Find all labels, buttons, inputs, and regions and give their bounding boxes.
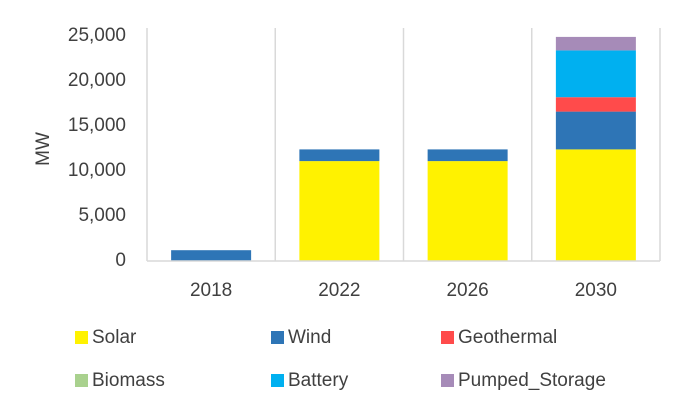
bar-battery-2030	[555, 50, 636, 98]
legend-swatch-pumped_storage	[441, 374, 454, 387]
x-tick-label: 2022	[318, 280, 360, 301]
y-tick-labels: 0 5,000 10,000 15,000 20,000 25,000	[68, 25, 126, 271]
legend-swatch-biomass	[75, 374, 88, 387]
bar-pumped_storage-2030	[555, 36, 636, 51]
y-tick-label: 10,000	[68, 160, 126, 181]
bar-wind-2030	[555, 111, 636, 150]
x-tick-label: 2026	[446, 280, 488, 301]
y-tick-label: 25,000	[68, 25, 126, 46]
x-tick-label: 2030	[575, 280, 617, 301]
y-tick-label: 5,000	[78, 205, 126, 226]
category-separators	[274, 28, 661, 261]
y-axis-title: MW	[33, 132, 54, 166]
legend-label-geothermal: Geothermal	[458, 327, 557, 348]
axes	[146, 28, 660, 262]
legend-swatch-battery	[271, 374, 284, 387]
legend-label-pumped_storage: Pumped_Storage	[458, 370, 606, 391]
legend: Solar Wind Geothermal Biomass Battery Pumped_…	[75, 327, 606, 391]
legend-swatch-wind	[271, 331, 284, 344]
bar-solar-2022	[299, 161, 380, 261]
legend-label-battery: Battery	[288, 370, 349, 391]
y-tick-label: 0	[115, 250, 126, 271]
bar-solar-2026	[427, 161, 508, 261]
legend-label-solar: Solar	[92, 327, 137, 348]
bar-wind-2018	[171, 250, 252, 261]
legend-swatch-solar	[75, 331, 88, 344]
bar-wind-2022	[299, 149, 380, 162]
bar-solar-2030	[555, 149, 636, 261]
y-tick-label: 20,000	[68, 70, 126, 91]
legend-label-wind: Wind	[288, 327, 331, 348]
bar-wind-2026	[427, 149, 508, 162]
bar-geothermal-2030	[555, 97, 636, 112]
legend-label-biomass: Biomass	[92, 370, 165, 391]
x-tick-labels: 2018 2022 2026 2030	[190, 280, 617, 301]
legend-swatch-geothermal	[441, 331, 454, 344]
bar-layer	[171, 36, 636, 261]
y-tick-label: 15,000	[68, 115, 126, 136]
x-tick-label: 2018	[190, 280, 232, 301]
